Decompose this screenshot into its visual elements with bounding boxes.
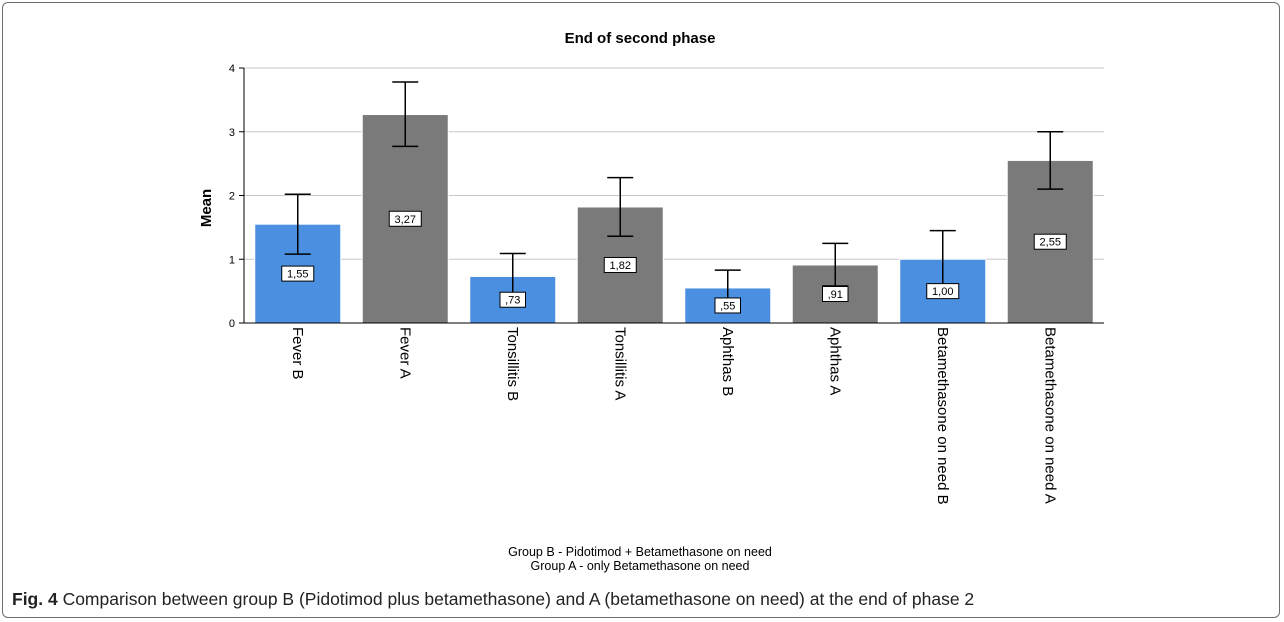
data-label-box [1033, 233, 1067, 250]
category-label: Betamethasone on need B [934, 327, 951, 505]
y-tick-label: 4 [229, 63, 235, 75]
data-label: 1,00 [932, 286, 953, 298]
y-tick-label: 0 [229, 318, 235, 330]
category-label: Tonsillitis B [504, 327, 521, 401]
y-tick-label: 2 [229, 191, 235, 203]
data-label: 2,55 [1040, 237, 1061, 249]
y-tick-label: 3 [229, 127, 235, 139]
category-label: Fever A [396, 327, 413, 379]
category-label: Tonsillitis A [611, 327, 628, 400]
figure-caption: Fig. 4 Comparison between group B (Pidot… [12, 589, 974, 610]
y-ticks: 0 1 2 3 4 [229, 63, 244, 330]
x-axis-label-line-1: Group B - Pidotimod + Betamethasone on n… [508, 545, 772, 559]
data-label-box [714, 297, 741, 314]
category-label: Aphthas A [826, 327, 843, 395]
data-label: 1,82 [610, 260, 631, 272]
data-label-box [388, 210, 422, 227]
category-labels: Fever B Fever A Tonsillitis B Tonsillitis A… [289, 327, 1059, 505]
data-label: ,91 [828, 289, 843, 301]
category-label: Betamethasone on need A [1041, 327, 1058, 504]
chart-title: End of second phase [565, 30, 716, 47]
caption-label: Fig. 4 [12, 589, 58, 609]
category-label: Aphthas B [719, 327, 736, 396]
data-label-box [499, 291, 526, 308]
category-label: Fever B [289, 327, 306, 380]
data-label: ,55 [720, 300, 735, 312]
y-axis-label: Mean [198, 189, 215, 227]
data-label-box [822, 285, 849, 302]
bars: 1,55 3,27 ,73 1,82 ,55 ,91 1,00 2,55 [254, 81, 1094, 324]
data-label: ,73 [505, 295, 520, 307]
data-label-box [603, 256, 637, 273]
data-label-box [281, 265, 315, 282]
data-label: 1,55 [287, 269, 308, 281]
data-label: 3,27 [395, 214, 416, 226]
x-axis-label-line-2: Group A - only Betamethasone on need [531, 559, 750, 573]
data-label-box [926, 283, 960, 300]
caption-text: Comparison between group B (Pidotimod pl… [57, 589, 975, 609]
y-tick-label: 1 [229, 254, 235, 266]
